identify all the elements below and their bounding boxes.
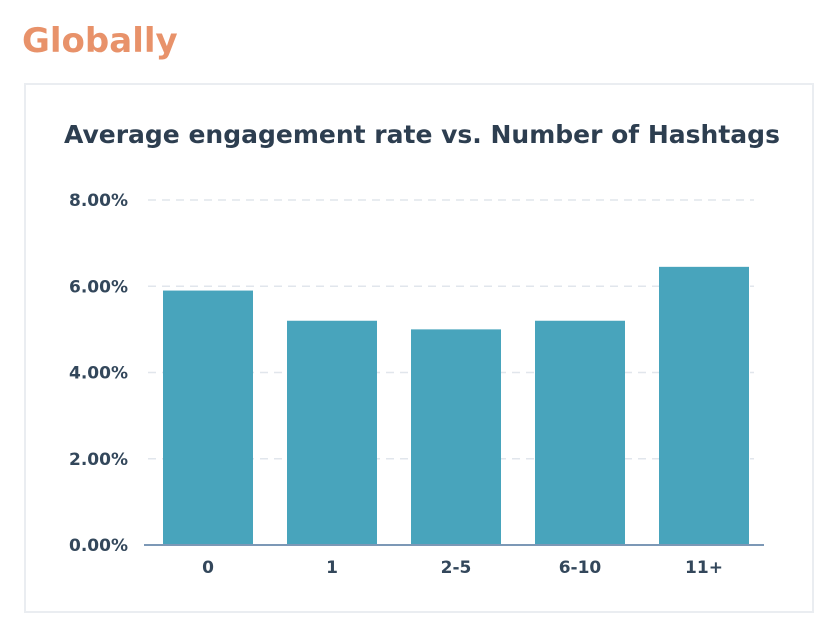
x-tick-label: 0 xyxy=(202,558,214,578)
y-tick-label: 2.00% xyxy=(69,450,128,470)
y-tick-label: 4.00% xyxy=(69,364,128,384)
x-tick-label: 11+ xyxy=(685,558,723,578)
y-tick-label: 0.00% xyxy=(69,536,128,556)
y-tick-label: 8.00% xyxy=(69,191,128,211)
y-tick-label: 6.00% xyxy=(69,277,128,297)
bar-chart: 0.00% 2.00% 4.00% 6.00% 8.00% 0 1 2-5 6-10 11+ xyxy=(69,191,764,578)
chart-title: Average engagement rate vs. Number of Ha… xyxy=(64,120,780,149)
bar-6-10 xyxy=(535,320,625,545)
x-tick-label: 6-10 xyxy=(559,558,602,578)
x-tick-label: 2-5 xyxy=(441,558,472,578)
bar-1 xyxy=(287,320,377,545)
axes: 0.00% 2.00% 4.00% 6.00% 8.00% 0 1 2-5 6-10 11+ xyxy=(69,191,764,578)
bar-0 xyxy=(163,290,253,545)
bars xyxy=(163,266,749,545)
page-title: Globally xyxy=(22,21,178,61)
x-tick-label: 1 xyxy=(326,558,338,578)
chart-card: Average engagement rate vs. Number of Ha… xyxy=(24,83,814,613)
bar-2-5 xyxy=(411,329,501,545)
bar-11+ xyxy=(659,266,749,545)
